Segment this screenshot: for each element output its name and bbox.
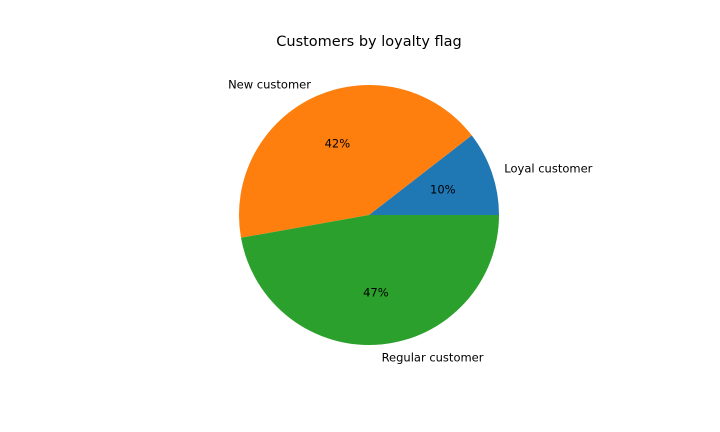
pie-labels: Loyal customer 10% New customer 42% Regular …: [228, 77, 593, 364]
slice-percent-new-customer: 42%: [325, 137, 351, 151]
slice-label-new-customer: New customer: [228, 77, 311, 91]
slice-percent-regular-customer: 47%: [363, 286, 389, 300]
slice-percent-loyal-customer: 10%: [430, 183, 456, 197]
chart-title: Customers by loyalty flag: [276, 34, 461, 50]
slice-label-regular-customer: Regular customer: [382, 350, 484, 364]
pie-slice-loyal-customer: [369, 135, 499, 215]
pie-slices: [239, 84, 499, 345]
slice-label-loyal-customer: Loyal customer: [504, 162, 592, 176]
pie-slice-regular-customer: [241, 215, 499, 345]
pie-slice-new-customer: [239, 84, 472, 238]
